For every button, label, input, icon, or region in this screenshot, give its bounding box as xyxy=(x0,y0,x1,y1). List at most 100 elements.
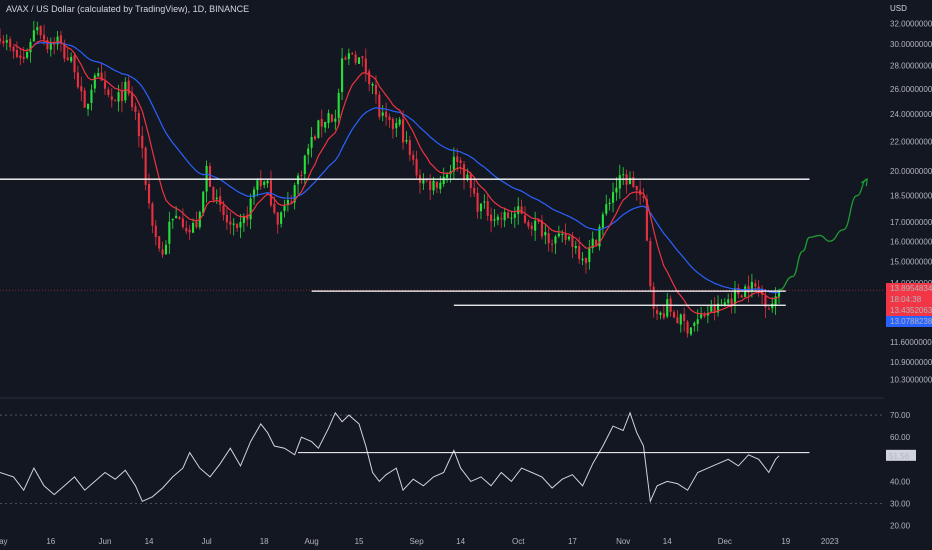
candle xyxy=(320,118,323,127)
candle xyxy=(19,55,22,59)
price-label-box xyxy=(886,294,932,305)
candle xyxy=(571,235,574,247)
rsi-axis-tick: 30.00 xyxy=(890,499,911,508)
time-axis-tick: Nov xyxy=(616,537,630,546)
candle xyxy=(415,159,418,176)
price-axis-tick: 10.9000000 xyxy=(890,358,932,367)
price-label-box xyxy=(886,316,932,327)
candle xyxy=(412,154,415,160)
candle xyxy=(171,218,174,221)
price-label: 18:04:38 xyxy=(890,295,922,304)
candle xyxy=(517,206,520,214)
time-axis-tick: Aug xyxy=(304,537,318,546)
price-axis-tick: 17.0000000 xyxy=(890,218,932,227)
candle xyxy=(90,89,93,103)
candle xyxy=(229,221,232,225)
candle xyxy=(635,185,638,190)
candle xyxy=(103,81,107,89)
candle xyxy=(15,49,18,57)
candle xyxy=(628,178,632,185)
candle xyxy=(364,58,367,73)
candle xyxy=(547,233,550,244)
candle xyxy=(581,258,584,261)
candle xyxy=(605,204,608,214)
price-axis-tick: 30.0000000 xyxy=(890,40,932,49)
candle xyxy=(5,40,8,43)
candle xyxy=(324,121,327,128)
rsi-axis-tick: 60.00 xyxy=(890,433,911,442)
candle xyxy=(757,286,760,290)
candle xyxy=(87,103,90,109)
candle xyxy=(456,156,459,162)
candle xyxy=(727,299,730,304)
candle xyxy=(716,303,720,313)
candle xyxy=(357,57,361,64)
candle xyxy=(540,220,543,237)
candle xyxy=(259,178,262,187)
candle xyxy=(469,173,472,189)
candle xyxy=(618,175,621,189)
time-axis-tick: 19 xyxy=(781,537,790,546)
candle xyxy=(679,314,682,325)
candle xyxy=(554,236,557,244)
candle xyxy=(215,197,218,200)
candle xyxy=(462,164,466,180)
candle xyxy=(730,298,733,305)
candle xyxy=(656,310,659,314)
price-label: 13.0788238 xyxy=(890,317,932,326)
candle xyxy=(506,212,510,218)
ema-fast-line xyxy=(13,40,780,315)
candle xyxy=(0,38,2,42)
candle xyxy=(22,56,25,59)
time-axis-tick: Jun xyxy=(99,537,112,546)
candle xyxy=(740,295,743,298)
candle xyxy=(73,55,76,73)
candle xyxy=(500,218,503,220)
forecast-path[interactable] xyxy=(778,178,868,291)
candle xyxy=(378,94,381,117)
candle xyxy=(777,291,781,297)
price-axis-tick: 15.0000000 xyxy=(890,258,932,267)
candle xyxy=(401,119,405,143)
candle xyxy=(703,314,706,317)
candle xyxy=(66,57,69,60)
candle xyxy=(567,236,571,240)
candle xyxy=(185,228,188,232)
candle xyxy=(435,181,438,188)
candle xyxy=(252,189,256,198)
candle xyxy=(56,36,59,45)
time-axis-tick: 18 xyxy=(260,537,269,546)
candle xyxy=(269,180,273,206)
candle xyxy=(645,199,648,241)
candle xyxy=(666,299,669,317)
candle xyxy=(442,176,445,185)
candle xyxy=(574,245,577,249)
candle xyxy=(144,147,147,185)
candle xyxy=(598,226,601,247)
candle xyxy=(141,135,144,149)
time-axis-tick: 15 xyxy=(355,537,364,546)
price-label-box xyxy=(886,283,932,294)
candle xyxy=(151,203,154,226)
candle xyxy=(276,212,279,225)
candle xyxy=(513,213,516,218)
candle xyxy=(381,112,384,116)
candle xyxy=(29,41,32,53)
candle xyxy=(147,184,151,204)
candle xyxy=(615,187,618,193)
candle xyxy=(131,92,134,108)
candle xyxy=(242,216,245,223)
candle xyxy=(713,304,716,313)
candle xyxy=(110,96,113,100)
candle xyxy=(164,244,168,255)
price-axis-tick: 28.0000000 xyxy=(890,62,932,71)
candle xyxy=(300,174,303,176)
candle xyxy=(439,182,442,190)
candle xyxy=(523,215,527,223)
candle xyxy=(595,239,598,246)
candle xyxy=(80,86,83,92)
candle xyxy=(591,238,594,248)
candle xyxy=(134,106,137,113)
candle xyxy=(771,303,774,309)
